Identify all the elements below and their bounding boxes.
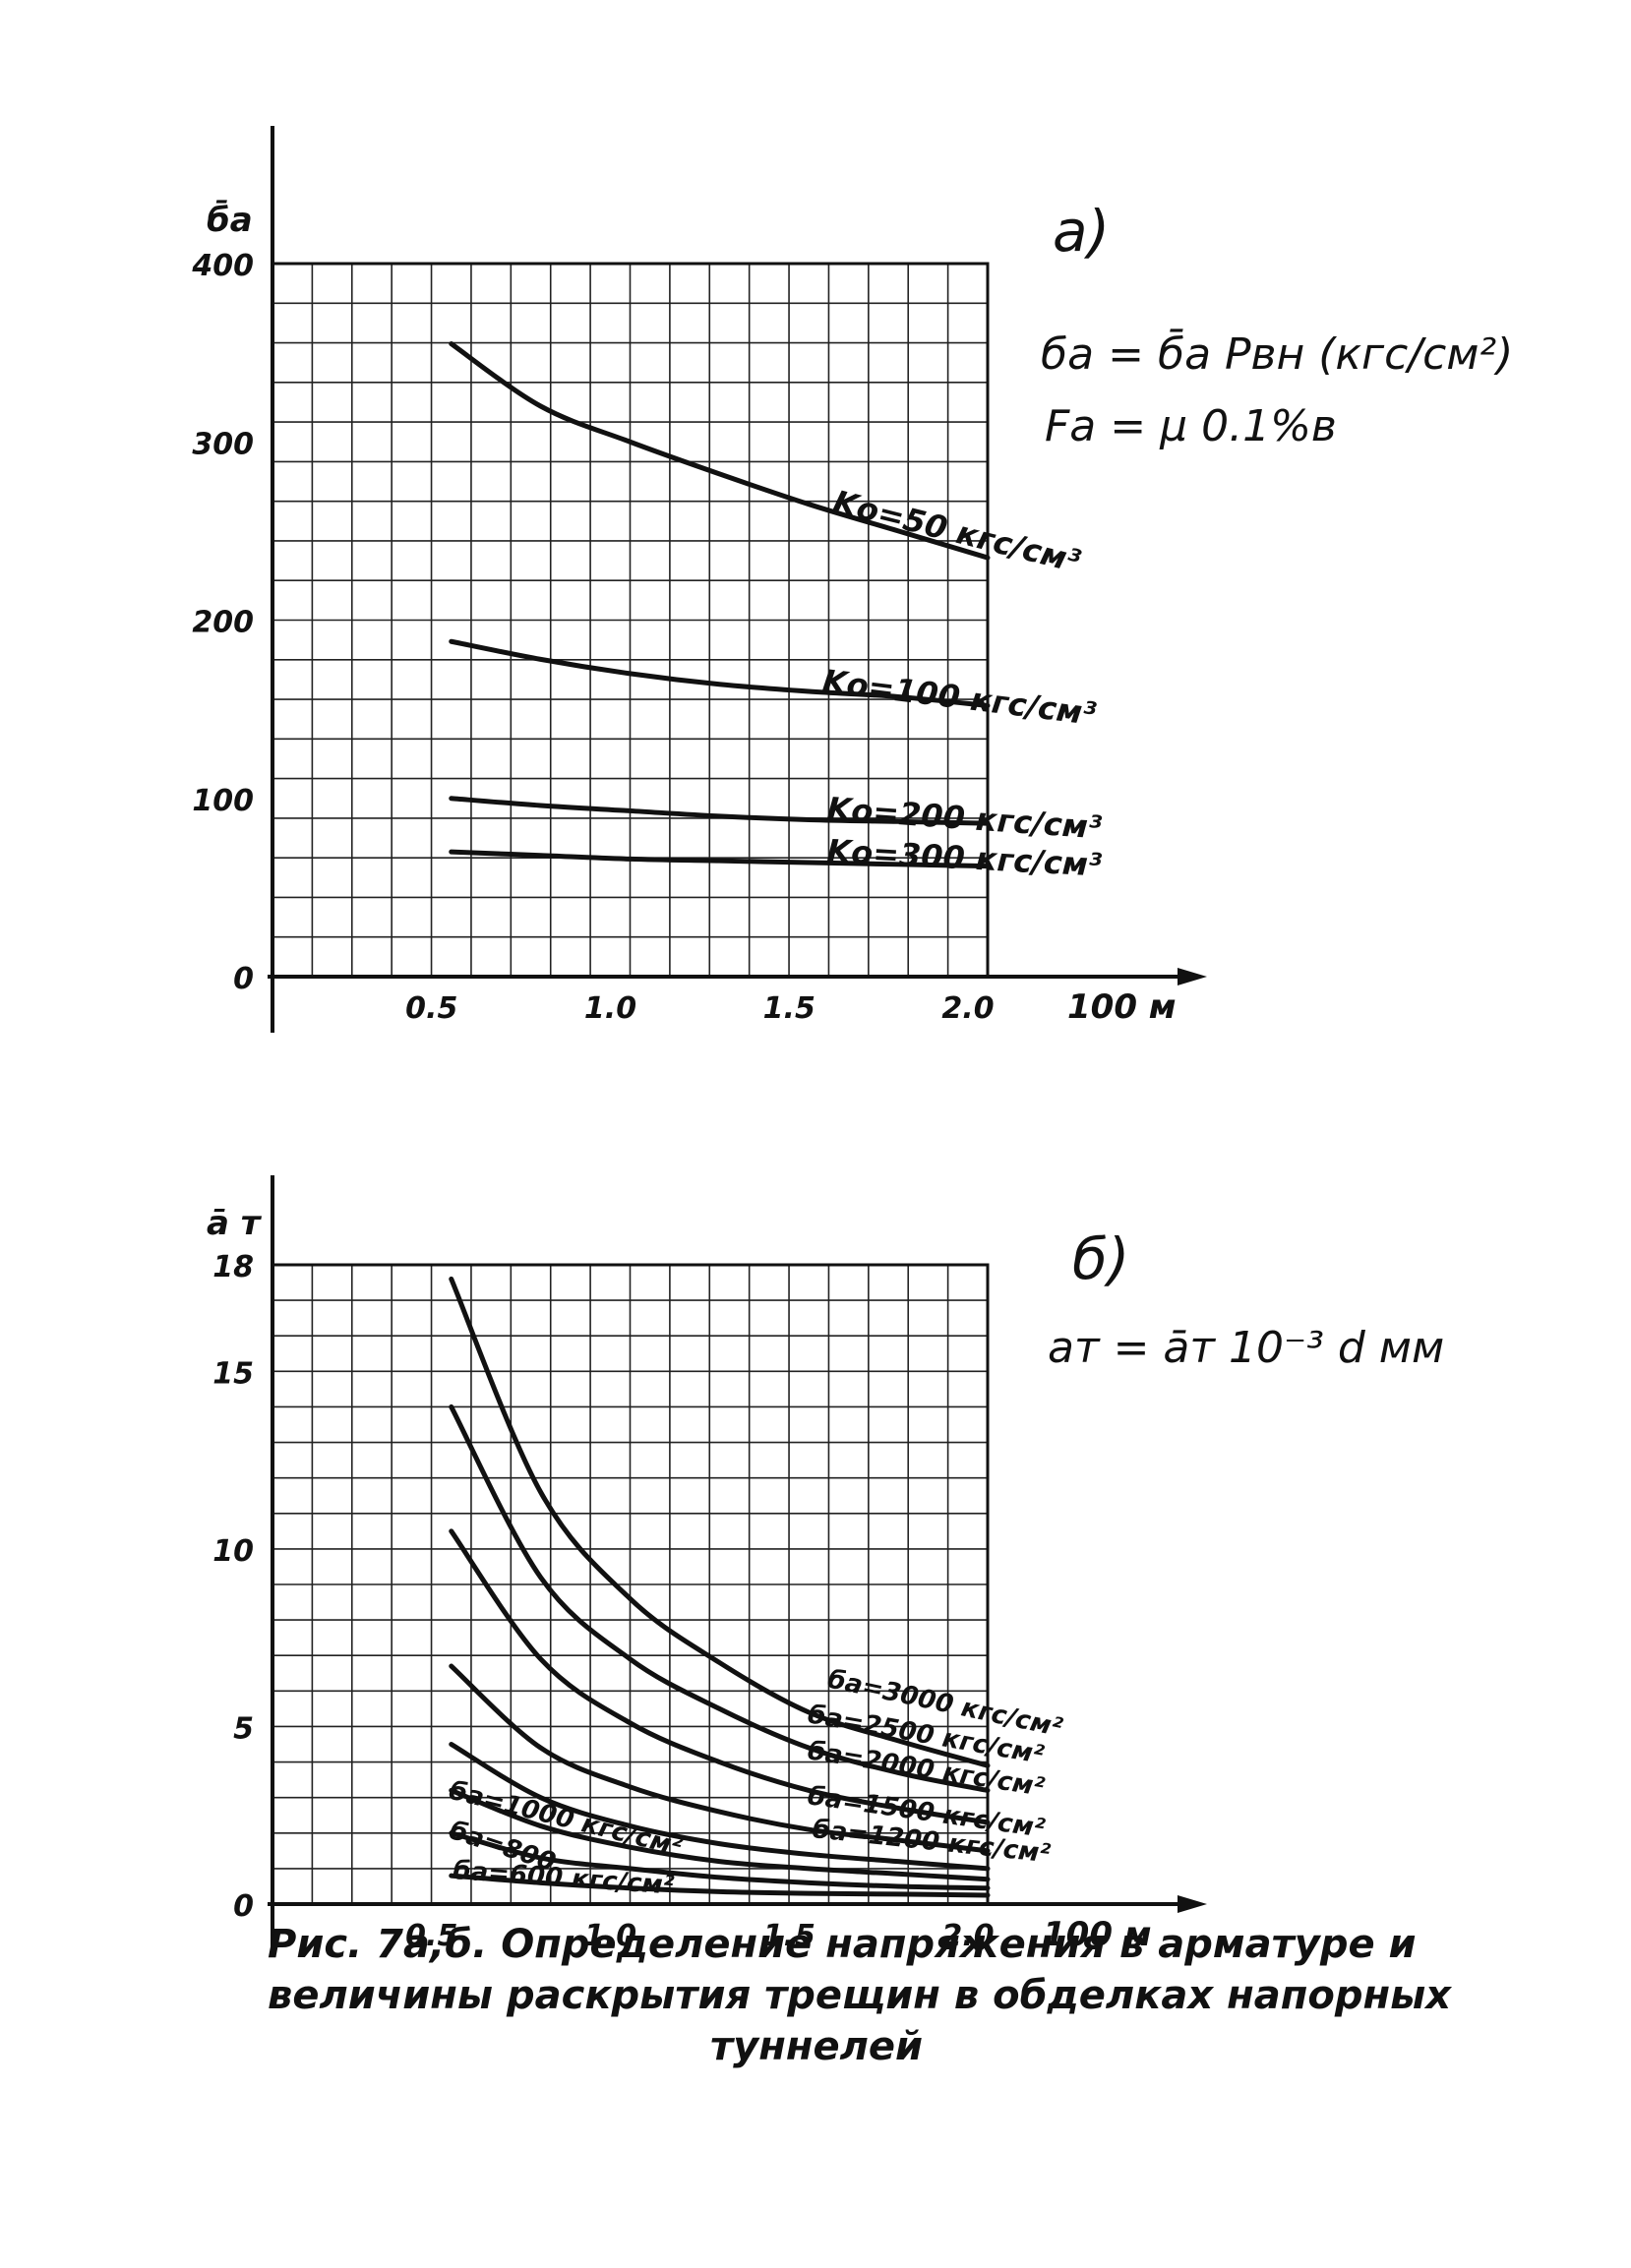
- y-tick-label: 15: [212, 1356, 254, 1391]
- series-line: [449, 849, 991, 869]
- y-tick-label: 10: [212, 1534, 254, 1569]
- series-line: [449, 1830, 991, 1891]
- series-line: [449, 1403, 991, 1793]
- series-line: [449, 1663, 991, 1854]
- formula-text: Fа = μ 0.1%в: [1045, 401, 1337, 451]
- series-line: [449, 638, 991, 708]
- series-label: ба=600 кгс/см²: [453, 1856, 676, 1901]
- x-tick-label: 1.5: [763, 1919, 816, 1953]
- series-line: [449, 1276, 991, 1768]
- x-axis-arrow: [1178, 968, 1207, 985]
- x-tick-label: 2.0: [941, 991, 994, 1026]
- y-axis-label: б̄а: [207, 199, 253, 240]
- caption-line-1: Рис. 7а,б. Определение напряжения в арма…: [268, 1922, 1417, 1967]
- chart-b: 18 15 10 5 0 0.5 1.0 1.5 2.0 ā т 100 м б) aт = āт 10…: [207, 1175, 1444, 1957]
- y-tick-label: 100: [192, 784, 254, 818]
- caption-line-2: величины раскрытия трещин в обделках нап…: [268, 1973, 1452, 2018]
- series-label: Kо=50 кгс/см³: [829, 483, 1084, 580]
- y-tick-label: 18: [212, 1250, 254, 1284]
- x-axis-label: 100 м: [1043, 1915, 1152, 1954]
- y-tick-label: 200: [192, 606, 254, 640]
- y-tick-label: 400: [191, 249, 254, 283]
- x-tick-label: 0.5: [405, 1919, 457, 1953]
- y-tick-label: 300: [192, 427, 254, 461]
- x-tick-label: 1.0: [584, 1919, 636, 1953]
- series-line: [449, 1787, 991, 1882]
- y-axis-label: ā т: [207, 1204, 263, 1243]
- series-line: [449, 796, 991, 826]
- figure-caption: Рис. 7а,б. Определение напряжения в арма…: [268, 1922, 1452, 2069]
- x-tick-label: 0.5: [405, 991, 457, 1026]
- formula-text: aт = āт 10⁻³ d мм: [1048, 1323, 1444, 1373]
- series-line: [449, 1873, 991, 1898]
- x-axis-arrow: [1178, 1895, 1207, 1913]
- y-tick-label: 0: [233, 962, 254, 996]
- x-tick-label: 1.5: [763, 991, 816, 1026]
- x-axis-label: 100 м: [1067, 987, 1177, 1027]
- series-line: [449, 341, 991, 561]
- x-tick-label: 2.0: [941, 1919, 994, 1953]
- chart-a: 400 300 200 100 0 0.5 1.0 1.5 2.0 б̄а 100 м а) ба = …: [191, 126, 1513, 1033]
- x-tick-label: 1.0: [584, 991, 636, 1026]
- formula-text: ба = б̄а Рвн (кгс/см²): [1041, 328, 1513, 380]
- panel-label: б): [1072, 1225, 1129, 1292]
- y-tick-label: 0: [233, 1889, 254, 1924]
- series-label: Kо=100 кгс/см³: [820, 662, 1098, 733]
- series-line: [449, 1528, 991, 1825]
- series-line: [449, 1742, 991, 1872]
- panel-label: а): [1053, 198, 1110, 265]
- caption-line-3: туннелей: [710, 2024, 923, 2069]
- y-tick-label: 5: [233, 1711, 254, 1746]
